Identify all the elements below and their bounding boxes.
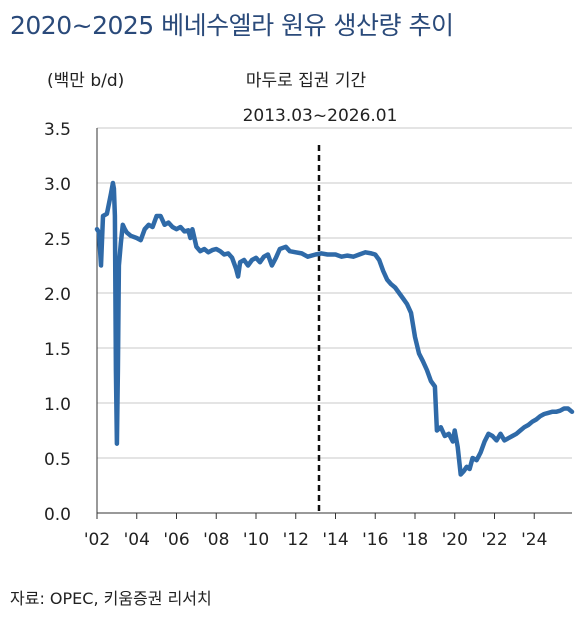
source-note: 자료: OPEC, 키움증권 리서치 (10, 589, 212, 608)
series-layer (94, 180, 575, 477)
x-tick-label: '04 (124, 530, 150, 550)
x-tick-label: '10 (243, 530, 269, 550)
x-tick-label: '06 (163, 530, 189, 550)
y-tick-label: 0.0 (44, 505, 71, 525)
x-tick-label: '18 (402, 530, 428, 550)
annotation-label: 마두로 집권 기간 (246, 71, 367, 91)
x-tick-label: '20 (442, 530, 468, 550)
x-tick-label: '02 (84, 530, 110, 550)
chart-title: 2020~2025 베네수엘라 원유 생산량 추이 (10, 11, 454, 40)
y-tick-label: 2.5 (44, 230, 71, 250)
y-tick-label: 0.5 (44, 450, 71, 470)
y-tick-label: 3.5 (44, 120, 71, 140)
x-tick-label: '24 (521, 530, 547, 550)
series-line-0 (94, 180, 575, 477)
x-tick-label: '16 (362, 530, 388, 550)
x-tick-labels: '02 '04 '06 '08 '10 '12 '14 '16 '18 '20 '22 '24 (84, 530, 548, 550)
y-tick-label: 3.0 (44, 175, 71, 195)
y-tick-label: 1.5 (44, 340, 71, 360)
annotation-range: 2013.03~2026.01 (243, 106, 398, 126)
x-tick-label: '08 (203, 530, 229, 550)
y-axis-unit-label: (백만 b/d) (47, 71, 124, 91)
y-tick-label: 1.0 (44, 395, 71, 415)
x-tick-label: '12 (283, 530, 309, 550)
x-tick-label: '14 (322, 530, 348, 550)
axes (96, 128, 572, 519)
y-tick-label: 2.0 (44, 285, 71, 305)
y-tick-labels: 0.0 0.5 1.0 1.5 2.0 2.5 3.0 3.5 (44, 120, 71, 525)
x-tick-label: '22 (481, 530, 507, 550)
grid-lines (97, 127, 572, 459)
maduro-annotation: 마두로 집권 기간 2013.03~2026.01 (243, 71, 398, 513)
